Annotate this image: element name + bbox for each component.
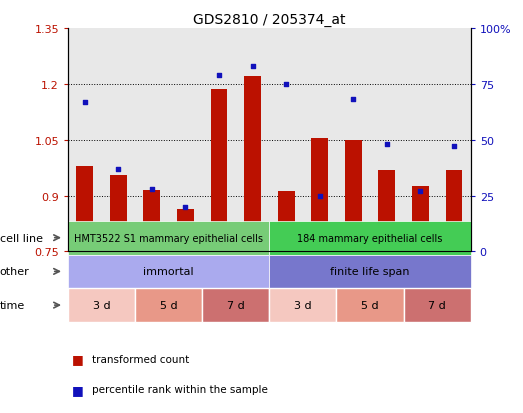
Point xyxy=(315,193,324,199)
Bar xyxy=(211,90,228,252)
Text: ■: ■ xyxy=(72,352,84,366)
Bar xyxy=(68,255,269,289)
Bar xyxy=(244,77,261,252)
Text: transformed count: transformed count xyxy=(92,354,189,364)
Text: cell line: cell line xyxy=(0,233,42,243)
Bar xyxy=(76,166,93,252)
Bar xyxy=(68,289,135,322)
Bar xyxy=(143,190,160,252)
Point xyxy=(282,81,290,88)
Text: HMT3522 S1 mammary epithelial cells: HMT3522 S1 mammary epithelial cells xyxy=(74,233,263,243)
Text: 3 d: 3 d xyxy=(294,300,312,310)
Text: time: time xyxy=(0,300,25,310)
Bar xyxy=(311,138,328,252)
Text: 5 d: 5 d xyxy=(160,300,177,310)
Bar xyxy=(135,289,202,322)
Text: other: other xyxy=(0,267,29,277)
Bar xyxy=(278,192,294,252)
Point xyxy=(383,142,391,148)
Bar xyxy=(68,221,269,255)
Bar xyxy=(345,140,361,252)
Text: percentile rank within the sample: percentile rank within the sample xyxy=(92,385,268,394)
Point xyxy=(215,72,223,79)
Bar xyxy=(110,176,127,252)
Bar xyxy=(269,255,471,289)
Bar xyxy=(202,289,269,322)
Text: 7 d: 7 d xyxy=(428,300,446,310)
Point xyxy=(416,188,425,195)
Point xyxy=(450,144,458,150)
Bar xyxy=(269,221,471,255)
Point xyxy=(349,97,357,104)
Text: immortal: immortal xyxy=(143,267,194,277)
Bar xyxy=(336,289,404,322)
Point xyxy=(248,64,257,70)
Title: GDS2810 / 205374_at: GDS2810 / 205374_at xyxy=(193,12,346,26)
Text: 7 d: 7 d xyxy=(227,300,245,310)
Text: 5 d: 5 d xyxy=(361,300,379,310)
Bar xyxy=(379,170,395,252)
Bar xyxy=(404,289,471,322)
Point xyxy=(114,166,122,173)
Text: 184 mammary epithelial cells: 184 mammary epithelial cells xyxy=(298,233,442,243)
Bar xyxy=(177,209,194,252)
Point xyxy=(181,204,190,211)
Text: 3 d: 3 d xyxy=(93,300,110,310)
Bar xyxy=(269,289,336,322)
Text: finite life span: finite life span xyxy=(330,267,410,277)
Point xyxy=(81,99,89,106)
Text: ■: ■ xyxy=(72,383,84,396)
Point xyxy=(147,186,156,193)
Bar xyxy=(412,187,429,252)
Bar xyxy=(446,170,462,252)
